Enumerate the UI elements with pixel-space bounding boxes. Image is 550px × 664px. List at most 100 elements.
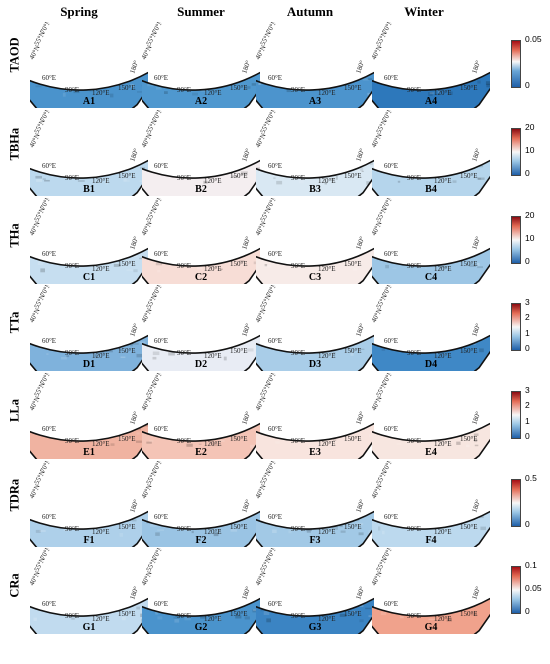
lon-label: 150°E xyxy=(460,172,478,180)
lon-label: 150°E xyxy=(460,610,478,618)
lon-label: 90°E xyxy=(177,349,191,357)
colorbar-tick: 0.05 xyxy=(525,583,542,593)
lon-label: 180° xyxy=(128,322,140,337)
lon-label: 60°E xyxy=(154,74,168,82)
lon-label: 180° xyxy=(470,59,482,74)
lon-label: 180° xyxy=(128,410,140,425)
lon-label: 60°E xyxy=(42,337,56,345)
colorbar-tick: 10 xyxy=(525,145,535,155)
row-label-tha: THa xyxy=(7,223,22,248)
lon-label: 180° xyxy=(128,59,140,74)
panel-id: C3 xyxy=(308,272,322,283)
colorbar xyxy=(511,391,521,439)
lon-label: 120°E xyxy=(204,265,222,273)
lon-label: 180° xyxy=(354,147,366,162)
lon-label: 150°E xyxy=(344,347,362,355)
lon-label: 90°E xyxy=(407,86,421,94)
map-panel-a2: 70°N 55°N 40°N 60°E 90°E 120°E 150°E 180° A2 xyxy=(142,22,260,108)
colorbar xyxy=(511,40,521,88)
lon-label: 120°E xyxy=(92,89,110,97)
lon-label: 60°E xyxy=(42,162,56,170)
lon-label: 90°E xyxy=(177,612,191,620)
lat-label: 40°N xyxy=(256,483,268,500)
map-panel-d2: 70°N 55°N 40°N 60°E 90°E 120°E 150°E 180° D2 xyxy=(142,285,260,371)
lat-label: 40°N xyxy=(142,483,154,500)
colorbar-tick: 0 xyxy=(525,80,530,90)
colorbar-tick: 0 xyxy=(525,168,530,178)
colorbar-tick: 0 xyxy=(525,431,530,441)
lon-label: 150°E xyxy=(460,347,478,355)
lon-label: 180° xyxy=(470,498,482,513)
lon-label: 120°E xyxy=(318,265,336,273)
lon-label: 90°E xyxy=(65,437,79,445)
lon-label: 150°E xyxy=(344,435,362,443)
lon-label: 60°E xyxy=(268,250,282,258)
lon-label: 90°E xyxy=(407,174,421,182)
lat-label: 40°N xyxy=(372,570,384,587)
lat-label: 40°N xyxy=(142,395,154,412)
lon-label: 120°E xyxy=(92,352,110,360)
lon-label: 180° xyxy=(240,59,252,74)
lon-label: 120°E xyxy=(318,89,336,97)
colorbar-tick: 1 xyxy=(525,415,530,426)
panel-id: E2 xyxy=(195,447,207,458)
lon-label: 120°E xyxy=(92,528,110,536)
lon-label: 150°E xyxy=(118,172,136,180)
lon-label: 90°E xyxy=(177,525,191,533)
lon-label: 150°E xyxy=(230,347,248,355)
panel-id: G4 xyxy=(424,622,438,633)
colorbar xyxy=(511,128,521,176)
lon-label: 90°E xyxy=(407,525,421,533)
lon-label: 120°E xyxy=(318,615,336,623)
lon-label: 150°E xyxy=(118,523,136,531)
lat-label: 40°N xyxy=(372,220,384,237)
lon-label: 120°E xyxy=(318,440,336,448)
map-panel-b1: 70°N 55°N 40°N 60°E 90°E 120°E 150°E 180° B1 xyxy=(30,110,148,196)
lon-label: 120°E xyxy=(204,352,222,360)
season-header-autumn: Autumn xyxy=(286,4,334,19)
lon-label: 180° xyxy=(240,410,252,425)
panel-id: F4 xyxy=(425,535,437,546)
lon-label: 60°E xyxy=(268,337,282,345)
lon-label: 60°E xyxy=(268,162,282,170)
row-label-tta: TTa xyxy=(7,311,22,334)
lon-label: 150°E xyxy=(230,172,248,180)
lat-label: 40°N xyxy=(372,395,384,412)
map-panel-a1: 70°N 55°N 40°N 60°E 90°E 120°E 150°E 180° A1 xyxy=(30,22,148,108)
colorbar-tick: 3 xyxy=(525,385,530,395)
lon-label: 60°E xyxy=(268,425,282,433)
lon-label: 180° xyxy=(470,147,482,162)
map-panel-e2: 70°N 55°N 40°N 60°E 90°E 120°E 150°E 180° E2 xyxy=(142,373,260,459)
lon-label: 180° xyxy=(470,410,482,425)
lat-label: 40°N xyxy=(30,570,42,587)
lon-label: 60°E xyxy=(154,425,168,433)
lon-label: 180° xyxy=(128,585,140,600)
season-header-spring: Spring xyxy=(60,4,98,19)
panel-id: C2 xyxy=(194,272,208,283)
lon-label: 120°E xyxy=(318,528,336,536)
lon-label: 120°E xyxy=(204,177,222,185)
row-label-lla: LLa xyxy=(7,399,22,422)
lon-label: 150°E xyxy=(118,84,136,92)
lon-label: 120°E xyxy=(204,528,222,536)
season-header-winter: Winter xyxy=(404,4,444,19)
map-panel-b4: 70°N 55°N 40°N 60°E 90°E 120°E 150°E 180° B4 xyxy=(372,110,490,196)
lon-label: 90°E xyxy=(65,525,79,533)
lon-label: 180° xyxy=(128,147,140,162)
colorbar-tick: 20 xyxy=(525,122,535,132)
lon-label: 60°E xyxy=(154,600,168,608)
lon-label: 120°E xyxy=(434,352,452,360)
lat-label: 40°N xyxy=(142,307,154,324)
panel-id: C1 xyxy=(82,272,96,283)
